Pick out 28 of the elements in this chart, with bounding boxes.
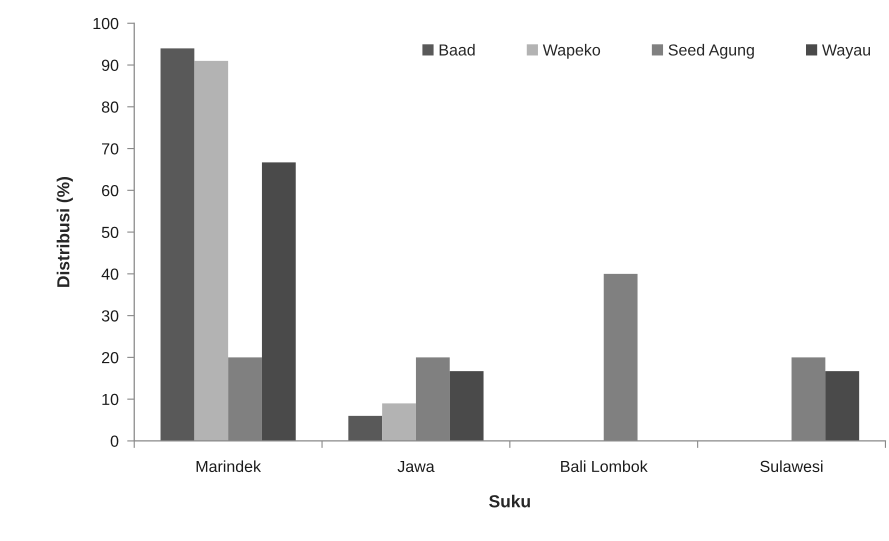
x-tick-label: Bali Lombok	[561, 460, 648, 472]
y-tick-label: 50	[102, 226, 118, 238]
bar	[450, 371, 484, 441]
y-tick-label: 40	[102, 268, 118, 280]
legend-label: Wayau	[822, 44, 870, 59]
x-tick-label: Sulawesi	[760, 460, 822, 472]
legend-label: Seed Agung	[668, 44, 754, 59]
y-tick-label: 0	[110, 436, 118, 447]
legend-label: Wapeko	[542, 44, 600, 59]
y-axis-title: Distribusi (%)	[56, 177, 73, 287]
y-tick-label: 30	[102, 310, 118, 322]
legend-label: Baad	[440, 44, 475, 56]
bar	[348, 416, 382, 441]
x-tick-label: Jawa	[398, 460, 435, 472]
x-tick-label: Marindek	[196, 460, 262, 472]
y-tick-label: 100	[94, 18, 118, 30]
bar	[160, 48, 194, 441]
y-tick-label: 60	[102, 184, 118, 196]
y-tick-label: 90	[102, 60, 118, 71]
y-tick-label: 70	[102, 143, 118, 155]
bar	[194, 60, 228, 441]
x-axis-title: Suku	[489, 494, 530, 508]
bar	[382, 403, 416, 441]
bar	[825, 371, 860, 441]
y-tick-label: 80	[102, 101, 118, 113]
y-tick-label: 10	[102, 394, 118, 406]
y-tick-label: 20	[102, 352, 118, 364]
bar	[262, 162, 296, 441]
